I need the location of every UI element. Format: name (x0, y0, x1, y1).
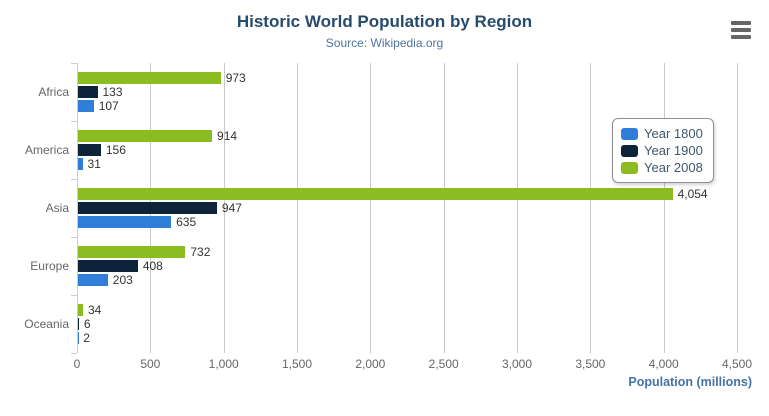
value-tick-label: 4,000 (648, 357, 679, 371)
bar[interactable] (78, 246, 186, 258)
value-tick-label: 3,500 (575, 357, 606, 371)
bar[interactable] (78, 202, 217, 214)
grid-line (517, 63, 518, 353)
bar[interactable] (78, 274, 108, 286)
value-tick-label: 2,500 (428, 357, 459, 371)
bar-data-label: 203 (112, 273, 133, 287)
category-axis-tick (71, 295, 77, 296)
bar[interactable] (78, 216, 172, 228)
bar[interactable] (78, 100, 94, 112)
legend-swatch (621, 144, 638, 157)
legend: Year 1800 Year 1900 Year 2008 (612, 118, 714, 183)
grid-line (223, 63, 225, 353)
bar-data-label: 914 (217, 129, 238, 143)
export-menu-button[interactable] (727, 17, 755, 43)
category-label: Europe (30, 259, 69, 273)
plot-area: 973 133 107 914 156 31 4,054 947 635 732 408 203 34 6… (71, 63, 738, 354)
bar[interactable] (78, 188, 673, 200)
bar-data-label: 408 (142, 259, 163, 273)
bar[interactable] (78, 304, 83, 316)
category-axis-line (77, 63, 78, 353)
bar-data-label: 635 (176, 215, 197, 229)
grid-line (737, 63, 738, 353)
x-axis-title: Population (millions) (628, 375, 752, 389)
legend-item[interactable]: Year 1900 (621, 142, 703, 159)
bar-data-label: 31 (87, 157, 101, 171)
category-axis-tick (71, 121, 77, 122)
category-label: Oceania (24, 317, 69, 331)
legend-label: Year 1800 (644, 126, 703, 141)
bar[interactable] (78, 158, 83, 170)
category-label: Africa (38, 85, 69, 99)
bar[interactable] (78, 130, 213, 142)
grid-line (663, 63, 665, 353)
grid-line (590, 63, 592, 353)
bar-data-label: 133 (102, 85, 123, 99)
bar-data-label: 6 (83, 317, 91, 331)
value-tick-label: 1,500 (281, 357, 313, 371)
legend-item[interactable]: Year 2008 (621, 159, 703, 176)
bar-data-label: 107 (98, 99, 119, 113)
value-tick-label: 4,500 (721, 357, 753, 371)
bar-data-label: 973 (225, 71, 246, 85)
bar-data-label: 947 (221, 201, 242, 215)
value-tick-label: 1,000 (208, 357, 239, 371)
value-tick-label: 0 (73, 357, 81, 371)
grid-line (443, 63, 445, 353)
bar[interactable] (78, 72, 221, 84)
legend-label: Year 2008 (644, 160, 703, 175)
hamburger-icon (731, 21, 751, 25)
legend-item[interactable]: Year 1800 (621, 125, 703, 142)
bar[interactable] (78, 318, 79, 330)
legend-swatch (621, 161, 638, 174)
category-axis-tick (71, 179, 77, 180)
bar-data-label: 732 (190, 245, 211, 259)
value-tick-label: 3,000 (501, 357, 533, 371)
hamburger-icon (731, 35, 751, 39)
grid-line (297, 63, 298, 353)
chart-title: Historic World Population by Region (236, 12, 533, 31)
value-tick-label: 500 (140, 357, 161, 371)
legend-swatch (621, 127, 638, 140)
category-axis-tick (71, 63, 77, 64)
value-tick-label: 2,000 (355, 357, 386, 371)
legend-label: Year 1900 (644, 143, 703, 158)
bar-data-label: 4,054 (677, 187, 708, 201)
chart-subtitle: Source: Wikipedia.org (325, 36, 444, 50)
category-axis-tick (71, 353, 77, 354)
category-label: America (24, 143, 69, 157)
bar[interactable] (78, 260, 138, 272)
bar[interactable] (78, 144, 101, 156)
grid-line (370, 63, 372, 353)
bar-data-label: 156 (105, 143, 126, 157)
bar[interactable] (78, 86, 98, 98)
hamburger-icon (731, 28, 751, 32)
category-label: Asia (45, 201, 69, 215)
category-axis-tick (71, 237, 77, 238)
bar-data-label: 34 (87, 303, 102, 317)
bar-data-label: 2 (83, 331, 90, 345)
